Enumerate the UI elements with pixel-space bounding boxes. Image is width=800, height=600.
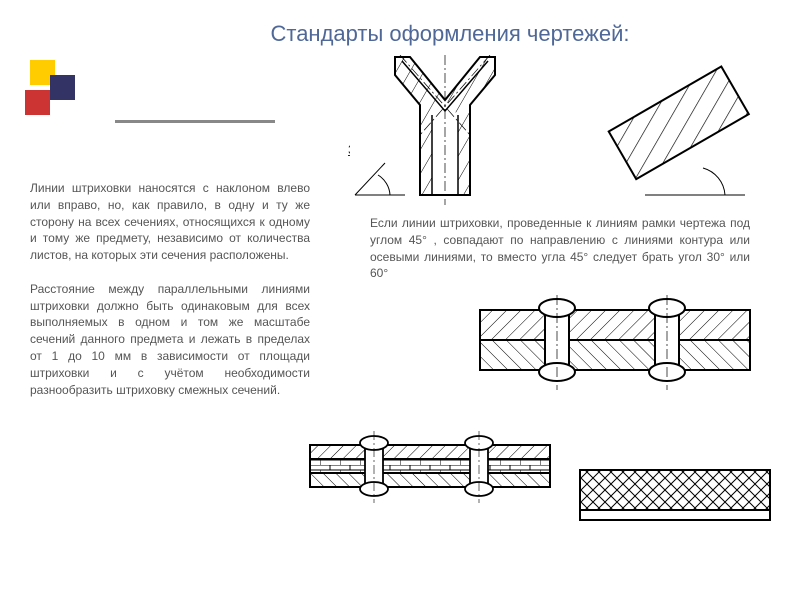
figure-y-fitting (350, 55, 540, 210)
slide-logo (25, 60, 95, 120)
left-column: Линии штриховки наносятся с наклоном вле… (30, 180, 310, 398)
figure-assembly-1 (470, 290, 760, 400)
title-underline (115, 120, 275, 123)
right-column: Если линии штриховки, проведенные к лини… (370, 215, 750, 282)
paragraph-1: Линии штриховки наносятся с наклоном вле… (30, 180, 310, 264)
figure-block-60 (585, 55, 775, 210)
paragraph-3: Если линии штриховки, проведенные к лини… (370, 215, 750, 282)
figure-crosshatch-panel (575, 460, 775, 530)
figure-assembly-2 (300, 425, 560, 510)
paragraph-2: Расстояние между параллельными линиями ш… (30, 281, 310, 399)
title-main: Стандарты оформления чертежей: (270, 21, 629, 46)
